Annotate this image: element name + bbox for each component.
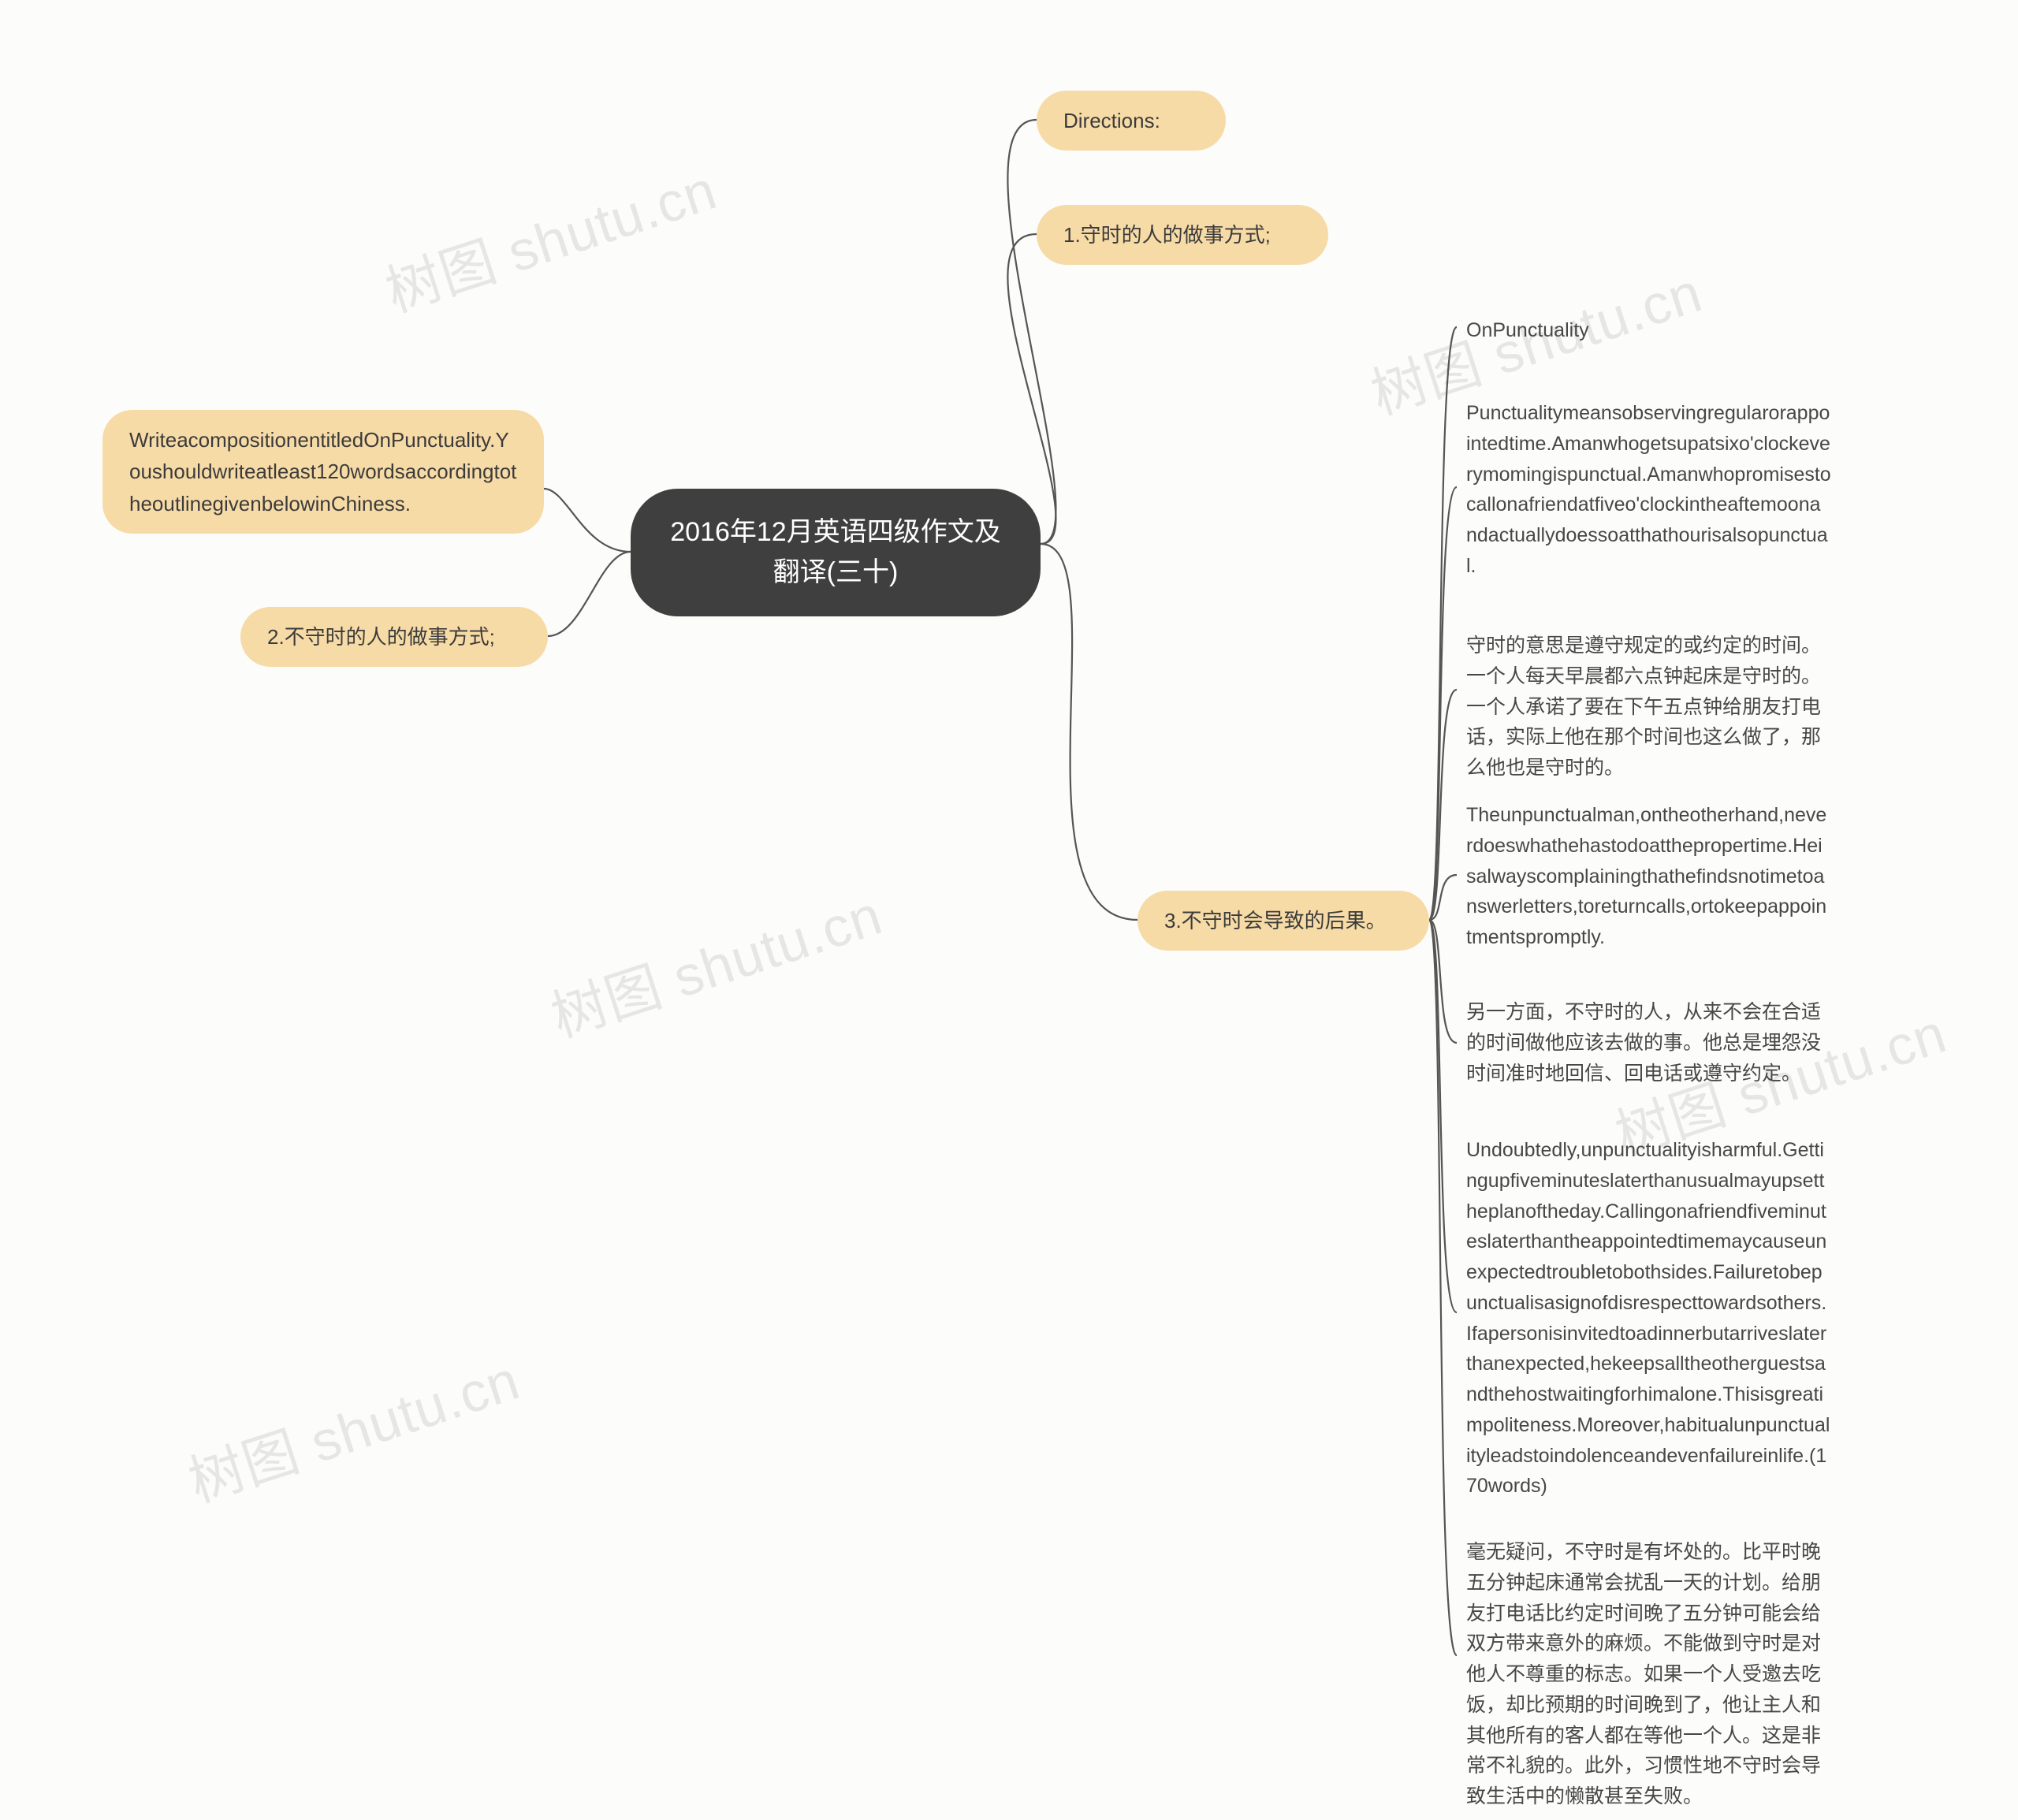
leaf-text: Punctualitymeansobservingregularorappoin…: [1466, 398, 1831, 582]
right-branch-label: 3.不守时会导致的后果。: [1164, 909, 1387, 932]
center-node: 2016年12月英语四级作文及翻译(三十): [631, 489, 1041, 616]
leaf-para-1: Punctualitymeansobservingregularorappoin…: [1457, 390, 1841, 590]
right-branch-label: 1.守时的人的做事方式;: [1063, 223, 1271, 247]
right-branch-directions: Directions:: [1037, 91, 1226, 151]
left-branch-composition: WriteacompositionentitledOnPunctuality.Y…: [102, 410, 544, 534]
watermark: 树图 shutu.cn: [374, 146, 725, 328]
leaf-para-5: Undoubtedly,unpunctualityisharmful.Getti…: [1457, 1127, 1841, 1509]
leaf-para-6: 毫无疑问，不守时是有坏处的。比平时晚五分钟起床通常会扰乱一天的计划。给朋友打电话…: [1457, 1529, 1841, 1820]
right-branch-punctual: 1.守时的人的做事方式;: [1037, 205, 1328, 265]
leaf-text: 另一方面，不守时的人，从来不会在合适的时间做他应该去做的事。他总是埋怨没时间准时…: [1466, 997, 1831, 1089]
leaf-text: 毫无疑问，不守时是有坏处的。比平时晚五分钟起床通常会扰乱一天的计划。给朋友打电话…: [1466, 1537, 1831, 1812]
left-branch-unpunctual: 2.不守时的人的做事方式;: [240, 607, 548, 667]
watermark: 树图 shutu.cn: [540, 871, 891, 1053]
right-branch-label: Directions:: [1063, 109, 1160, 132]
left-branch-label: WriteacompositionentitledOnPunctuality.Y…: [129, 424, 517, 519]
leaf-para-4: 另一方面，不守时的人，从来不会在合适的时间做他应该去做的事。他总是埋怨没时间准时…: [1457, 989, 1841, 1096]
left-branch-label: 2.不守时的人的做事方式;: [267, 625, 495, 649]
leaf-text: 守时的意思是遵守规定的或约定的时间。一个人每天早晨都六点钟起床是守时的。一个人承…: [1466, 631, 1831, 783]
right-branch-consequences: 3.不守时会导致的后果。: [1137, 891, 1429, 951]
leaf-title: OnPunctuality: [1457, 307, 1819, 354]
watermark: 树图 shutu.cn: [177, 1336, 528, 1518]
leaf-text: OnPunctuality: [1466, 319, 1589, 341]
center-node-label: 2016年12月英语四级作文及翻译(三十): [670, 517, 1000, 587]
leaf-para-3: Theunpunctualman,ontheotherhand,neverdoe…: [1457, 792, 1841, 961]
leaf-text: Theunpunctualman,ontheotherhand,neverdoe…: [1466, 800, 1831, 953]
leaf-para-2: 守时的意思是遵守规定的或约定的时间。一个人每天早晨都六点钟起床是守时的。一个人承…: [1457, 623, 1841, 791]
leaf-text: Undoubtedly,unpunctualityisharmful.Getti…: [1466, 1135, 1831, 1502]
